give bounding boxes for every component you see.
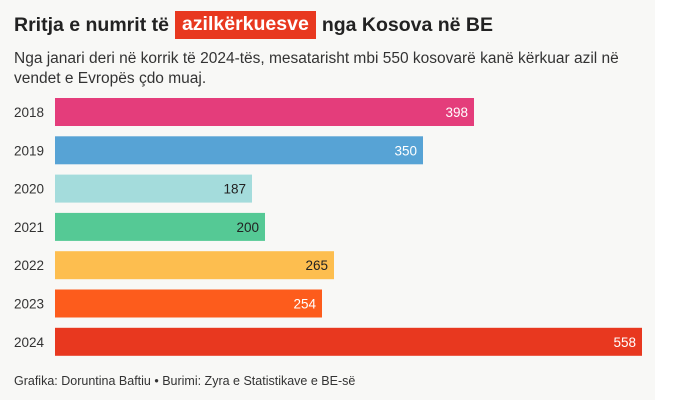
chart-card: Rritja e numrit të azilkërkuesve nga Kos… — [14, 10, 642, 388]
bar-2024 — [55, 327, 642, 356]
title-highlight: azilkërkuesve — [174, 11, 316, 39]
value-label: 350 — [394, 143, 417, 158]
category-label: 2023 — [14, 297, 44, 312]
title-prefix: Rritja e numrit të — [14, 13, 169, 36]
bar-group-2022: 2022 265 — [14, 251, 334, 280]
bar-2022 — [55, 251, 334, 280]
bar-2021 — [55, 212, 265, 241]
chart-footer: Grafika: Doruntina Baftiu • Burimi: Zyra… — [14, 374, 356, 388]
value-label: 558 — [613, 335, 636, 350]
value-label: 265 — [305, 258, 328, 273]
category-label: 2018 — [14, 105, 44, 120]
value-label: 200 — [236, 220, 259, 235]
chart-title: Rritja e numrit të azilkërkuesve nga Kos… — [14, 10, 493, 40]
bar-group-2019: 2019 350 — [14, 136, 423, 165]
bar-2018 — [55, 98, 474, 126]
bar-group-2018: 2018 398 — [14, 98, 474, 126]
bar-group-2021: 2021 200 — [14, 212, 265, 241]
bar-group-2023: 2023 254 — [14, 289, 322, 318]
chart-subtitle: Nga janari deri në korrik të 2024-tës, m… — [14, 50, 619, 87]
value-label: 187 — [223, 182, 246, 197]
title-suffix: nga Kosova në BE — [321, 13, 494, 36]
category-label: 2024 — [14, 335, 45, 350]
bar-2019 — [55, 136, 423, 165]
category-label: 2021 — [14, 220, 44, 235]
category-label: 2022 — [14, 258, 44, 273]
bar-group-2024: 2024 558 — [14, 327, 642, 356]
value-label: 254 — [293, 297, 316, 312]
category-label: 2019 — [14, 143, 44, 158]
bar-group-2020: 2020 187 — [14, 174, 252, 203]
bar-2020 — [55, 174, 252, 203]
value-label: 398 — [445, 105, 468, 120]
category-label: 2020 — [14, 182, 44, 197]
bar-2023 — [55, 289, 322, 318]
